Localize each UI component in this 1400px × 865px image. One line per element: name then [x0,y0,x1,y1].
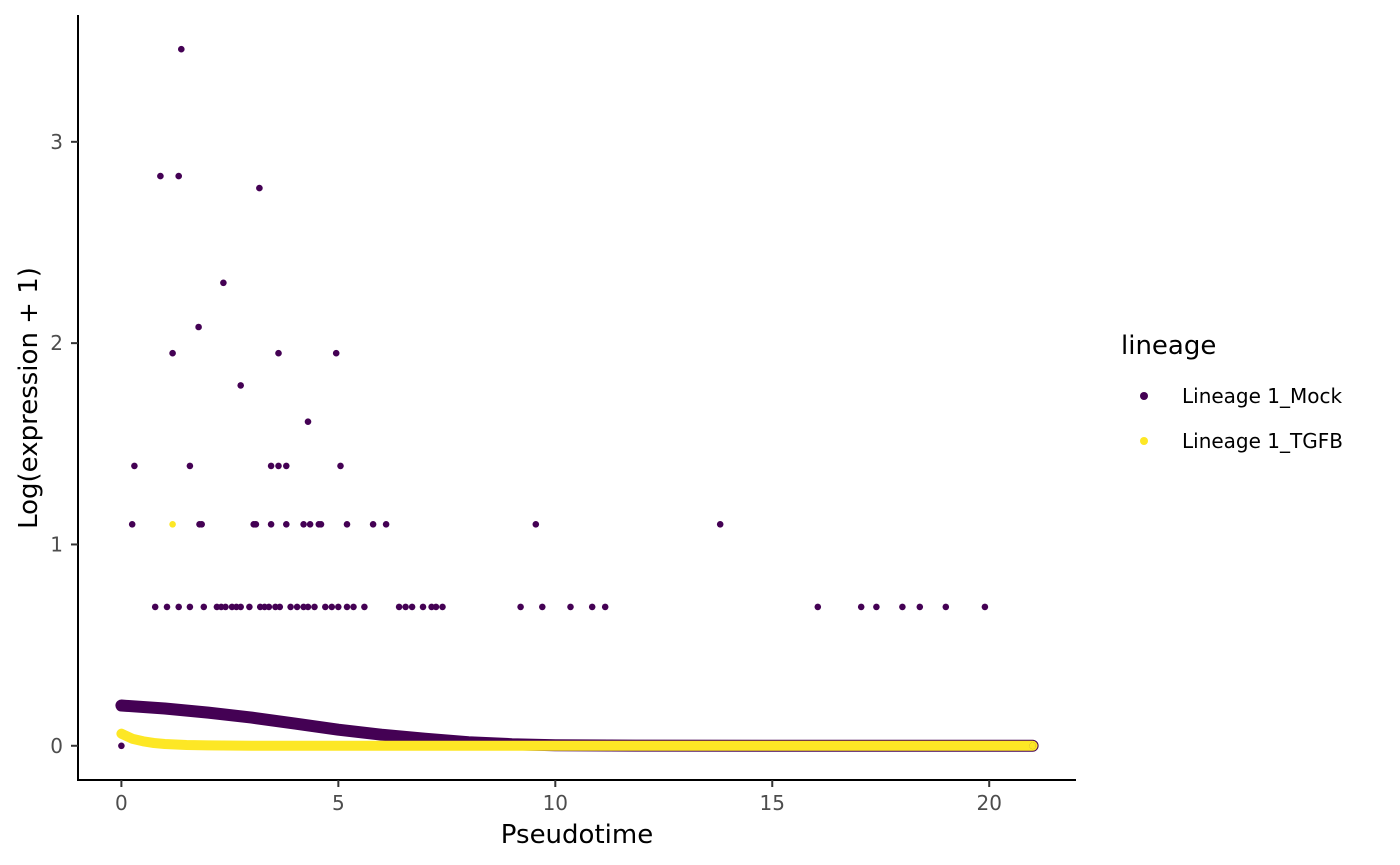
data-point-mock [237,382,244,389]
x-tick-label: 20 [976,791,1001,815]
data-point-mock [328,603,336,611]
data-point-mock [539,603,546,611]
fitted-curve-mock [115,699,1039,752]
data-point-mock [287,603,294,611]
data-point-mock [332,349,340,357]
data-point-mock [293,603,301,611]
data-point-mock [198,521,205,528]
y-tick-label: 3 [50,130,63,154]
legend-label-tgfb: Lineage 1_TGFB [1182,429,1343,453]
data-point-mock [419,603,427,611]
data-points [118,45,1036,750]
data-point-mock [300,521,307,528]
data-point-mock [382,521,390,528]
data-point-mock [532,521,540,528]
data-point-mock [222,603,229,611]
data-point-mock [304,603,312,611]
data-point-mock [899,603,906,611]
data-point-mock [369,521,377,528]
y-tick-label: 2 [50,331,63,355]
data-point-mock [350,603,357,611]
data-point-mock [343,603,351,611]
data-point-mock [220,279,227,287]
axes [77,15,1076,781]
legend-key-mock [1140,392,1148,400]
data-point-mock [942,603,950,611]
data-point-tgfb [169,521,176,528]
legend-title: lineage [1121,331,1216,361]
data-point-mock [131,462,138,470]
data-point-mock [517,603,524,611]
data-point-mock [588,603,596,611]
fitted-curves [115,699,1039,752]
y-axis-title: Log(expression + 1) [14,267,44,529]
x-tick-label: 0 [115,791,128,815]
data-point-mock [151,603,159,611]
data-point-mock [873,603,880,611]
data-point-mock [252,521,260,528]
data-point-mock [175,603,182,611]
legend: lineage Lineage 1_Mock Lineage 1_TGFB [1121,331,1343,453]
data-point-mock [186,462,194,470]
data-point-mock [237,603,244,611]
data-point-mock [395,603,403,611]
data-point-mock [195,323,202,331]
data-point-mock [408,603,416,611]
data-point-mock [178,45,185,53]
x-tick-label: 5 [332,791,345,815]
ticks: 0 5 10 15 20 0 1 2 3 [50,130,1002,815]
data-point-mock [335,603,342,611]
data-point-mock [361,603,368,611]
data-point-mock [601,603,609,611]
data-point-mock [283,521,290,528]
data-point-mock [163,603,171,611]
x-axis-title: Pseudotime [501,820,653,850]
data-point-mock [432,603,440,611]
legend-label-mock: Lineage 1_Mock [1182,384,1343,408]
x-tick-label: 10 [543,791,568,815]
data-point-mock [322,603,329,611]
data-point-mock [343,521,351,528]
data-point-mock [118,742,125,750]
data-point-mock [402,603,409,611]
data-point-mock [283,462,290,470]
data-point-mock [716,521,724,528]
data-point-mock [814,603,822,611]
data-point-mock [265,603,273,611]
data-point-mock [275,349,282,357]
data-point-mock [337,462,344,470]
data-point-mock [981,603,989,611]
fitted-curve-tgfb [116,728,1038,751]
data-point-mock [169,349,176,357]
data-point-mock [275,462,282,470]
data-point-mock [175,172,182,180]
data-point-mock [567,603,574,611]
x-tick-label: 15 [760,791,785,815]
data-point-mock [304,418,312,426]
data-point-mock [246,603,253,611]
legend-key-tgfb [1140,437,1148,445]
data-point-mock [306,521,314,528]
data-point-mock [311,603,318,611]
data-point-mock [916,603,924,611]
data-point-mock [267,462,275,470]
data-point-mock [439,603,446,611]
data-point-mock [276,603,284,611]
data-point-mock [857,603,865,611]
data-point-mock [186,603,194,611]
data-point-mock [128,521,136,528]
data-point-mock [267,521,275,528]
data-point-mock [200,603,208,611]
y-tick-label: 0 [50,734,63,758]
data-point-mock [157,172,164,180]
data-point-mock [256,184,263,192]
y-tick-label: 1 [50,532,63,556]
data-point-tgfb [1029,742,1036,750]
data-point-mock [317,521,325,528]
